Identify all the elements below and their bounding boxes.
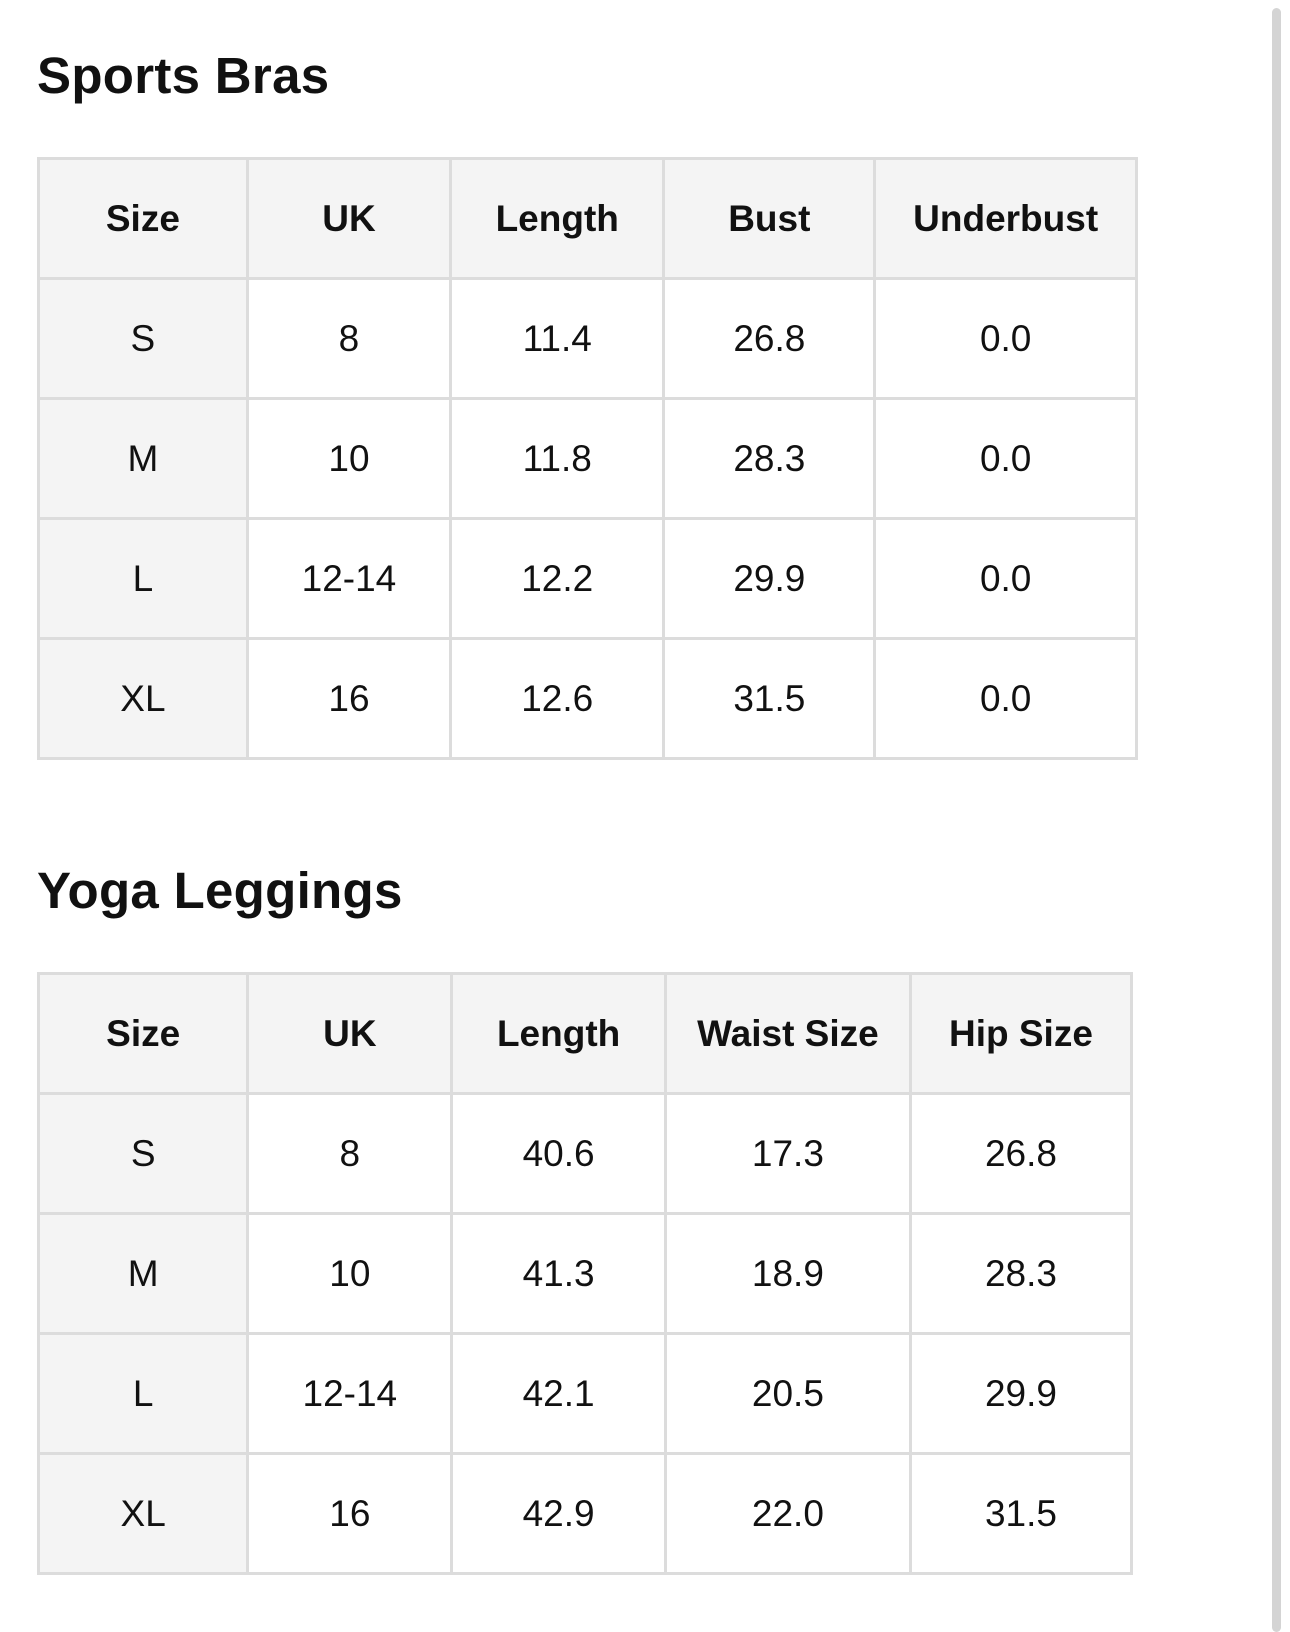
table-cell: M — [36, 1212, 250, 1335]
table-cell: 16 — [246, 1452, 454, 1575]
column-header: Waist Size — [663, 972, 912, 1095]
table-cell: 41.3 — [450, 1212, 667, 1335]
table-row: M 10 41.3 18.9 28.3 — [36, 1212, 1134, 1335]
table-cell: 12.2 — [449, 517, 666, 640]
header-row: Size UK Length Bust Underbust — [37, 157, 1138, 280]
table-cell: 31.5 — [908, 1452, 1134, 1575]
yoga-leggings-title: Yoga Leggings — [37, 862, 403, 919]
table-row: L 12-14 12.2 29.9 0.0 — [37, 517, 1138, 640]
table-cell: 40.6 — [450, 1092, 667, 1215]
table-cell: 42.1 — [450, 1332, 667, 1455]
table-cell: 26.8 — [662, 277, 877, 400]
table-cell: 0.0 — [873, 637, 1138, 760]
table-cell: 11.8 — [449, 397, 666, 520]
table-cell: 28.3 — [662, 397, 877, 520]
yoga-leggings-size-table: Size UK Length Waist Size Hip Size S 8 40.6 17.3… — [36, 972, 1134, 1575]
sports-bras-size-table: Size UK Length Bust Underbust S 8 11.4 26.8 0.0 M 1… — [37, 157, 1138, 760]
table-cell: 20.5 — [663, 1332, 912, 1455]
table-cell: 10 — [245, 397, 453, 520]
column-header: UK — [245, 157, 453, 280]
table-row: XL 16 12.6 31.5 0.0 — [37, 637, 1138, 760]
table-cell: 0.0 — [873, 397, 1138, 520]
table-cell: 12-14 — [245, 517, 453, 640]
column-header: Size — [36, 972, 250, 1095]
table-cell: L — [36, 1332, 250, 1455]
table-cell: 22.0 — [663, 1452, 912, 1575]
sports-bras-title: Sports Bras — [37, 47, 330, 104]
table-cell: 17.3 — [663, 1092, 912, 1215]
table-cell: 29.9 — [662, 517, 877, 640]
column-header: Underbust — [873, 157, 1138, 280]
table-cell: 0.0 — [873, 517, 1138, 640]
table-cell: S — [37, 277, 249, 400]
table-row: S 8 11.4 26.8 0.0 — [37, 277, 1138, 400]
table-cell: 11.4 — [449, 277, 666, 400]
table-cell: 10 — [246, 1212, 454, 1335]
table-cell: 12.6 — [449, 637, 666, 760]
column-header: Bust — [662, 157, 877, 280]
table-row: L 12-14 42.1 20.5 29.9 — [36, 1332, 1134, 1455]
table-cell: S — [36, 1092, 250, 1215]
table-cell: XL — [36, 1452, 250, 1575]
column-header: UK — [246, 972, 454, 1095]
table-row: S 8 40.6 17.3 26.8 — [36, 1092, 1134, 1215]
table-cell: XL — [37, 637, 249, 760]
table-cell: M — [37, 397, 249, 520]
table-cell: 0.0 — [873, 277, 1138, 400]
table-cell: 31.5 — [662, 637, 877, 760]
column-header: Hip Size — [908, 972, 1134, 1095]
table-cell: L — [37, 517, 249, 640]
table-cell: 8 — [245, 277, 453, 400]
table-cell: 16 — [245, 637, 453, 760]
table-cell: 28.3 — [908, 1212, 1134, 1335]
scrollbar[interactable] — [1272, 8, 1281, 1632]
column-header: Length — [450, 972, 667, 1095]
table-cell: 8 — [246, 1092, 454, 1215]
table-cell: 12-14 — [246, 1332, 454, 1455]
table-cell: 26.8 — [908, 1092, 1134, 1215]
table-cell: 42.9 — [450, 1452, 667, 1575]
table-cell: 29.9 — [908, 1332, 1134, 1455]
column-header: Length — [449, 157, 666, 280]
table-cell: 18.9 — [663, 1212, 912, 1335]
table-row: M 10 11.8 28.3 0.0 — [37, 397, 1138, 520]
header-row: Size UK Length Waist Size Hip Size — [36, 972, 1134, 1095]
table-row: XL 16 42.9 22.0 31.5 — [36, 1452, 1134, 1575]
column-header: Size — [37, 157, 249, 280]
